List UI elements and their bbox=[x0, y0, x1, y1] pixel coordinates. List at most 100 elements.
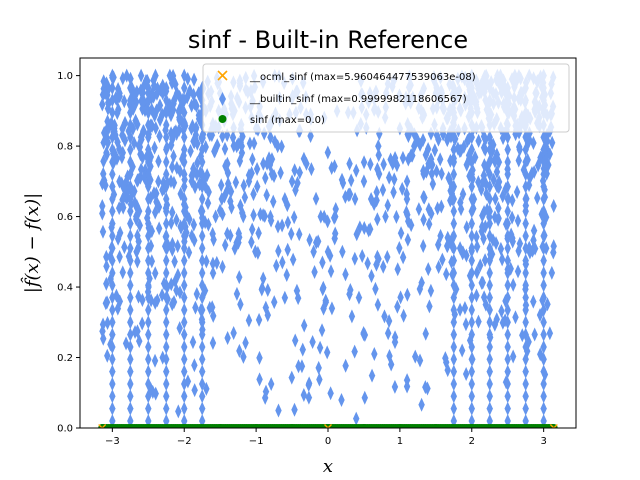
builtin-cloud-point bbox=[486, 167, 493, 182]
builtin-cloud-point bbox=[152, 386, 159, 401]
builtin-cloud-point bbox=[450, 302, 457, 317]
y-axis-label: |f̂(x) − f(x)| bbox=[20, 193, 43, 293]
builtin-cloud-point bbox=[384, 198, 391, 213]
builtin-sinf-point bbox=[303, 156, 310, 171]
builtin-cloud-point bbox=[103, 276, 110, 291]
builtin-cloud-point bbox=[459, 245, 467, 260]
builtin-cloud-point bbox=[163, 216, 170, 231]
builtin-sinf-point bbox=[331, 209, 339, 224]
builtin-cloud-point bbox=[209, 226, 216, 241]
builtin-cloud-point bbox=[504, 216, 511, 231]
builtin-cloud-point bbox=[219, 129, 226, 144]
builtin-cloud-point bbox=[199, 167, 206, 182]
builtin-cloud-point bbox=[351, 251, 359, 266]
builtin-cloud-point bbox=[236, 154, 244, 169]
builtin-cloud-point bbox=[291, 163, 298, 178]
builtin-sinf-point bbox=[375, 139, 382, 154]
builtin-cloud-point bbox=[173, 212, 180, 227]
builtin-cloud-point bbox=[504, 228, 511, 243]
builtin-cloud-point bbox=[209, 335, 217, 350]
builtin-cloud-point bbox=[450, 290, 457, 305]
builtin-cloud-point bbox=[238, 145, 246, 160]
builtin-cloud-point bbox=[468, 376, 475, 391]
builtin-cloud-point bbox=[208, 300, 216, 315]
builtin-cloud-point bbox=[136, 218, 143, 233]
builtin-cloud-point bbox=[168, 277, 175, 292]
builtin-cloud-point bbox=[540, 364, 547, 379]
builtin-cloud-point bbox=[133, 212, 140, 227]
builtin-sinf-point bbox=[411, 139, 418, 154]
builtin-cloud-point bbox=[145, 117, 152, 132]
builtin-cloud-point bbox=[169, 102, 177, 117]
builtin-cloud-point bbox=[169, 205, 176, 220]
builtin-cloud-point bbox=[145, 339, 152, 354]
builtin-cloud-point bbox=[181, 80, 188, 95]
builtin-cloud-point bbox=[368, 368, 376, 383]
x-axis-label: x bbox=[323, 456, 333, 477]
chart-title: sinf - Built-in Reference bbox=[188, 26, 468, 54]
builtin-cloud-point bbox=[540, 290, 547, 305]
builtin-cloud-point bbox=[127, 197, 135, 212]
builtin-cloud-point bbox=[543, 166, 550, 181]
builtin-cloud-point bbox=[163, 228, 170, 243]
builtin-cloud-point bbox=[509, 193, 516, 208]
builtin-sinf-point bbox=[145, 86, 152, 101]
builtin-cloud-point bbox=[375, 148, 382, 163]
builtin-cloud-point bbox=[156, 129, 163, 144]
builtin-cloud-point bbox=[473, 239, 481, 254]
sinf-point bbox=[359, 424, 368, 428]
builtin-cloud-point bbox=[236, 343, 243, 358]
legend: __ocml_sinf (max=5.960464477539063e-08) … bbox=[202, 63, 570, 133]
builtin-cloud-point bbox=[312, 191, 320, 206]
builtin-cloud-point bbox=[181, 204, 188, 219]
builtin-cloud-point bbox=[498, 304, 505, 319]
builtin-cloud-point bbox=[127, 241, 134, 256]
builtin-cloud-point bbox=[374, 162, 381, 177]
plot-area bbox=[79, 57, 577, 429]
builtin-cloud-point bbox=[181, 154, 188, 169]
builtin-cloud-point bbox=[540, 327, 547, 342]
builtin-cloud-point bbox=[513, 184, 521, 199]
builtin-cloud-point bbox=[486, 179, 493, 194]
builtin-cloud-point bbox=[99, 324, 106, 339]
builtin-cloud-point bbox=[145, 105, 152, 120]
builtin-cloud-point bbox=[508, 210, 516, 225]
builtin-cloud-point bbox=[418, 397, 425, 412]
builtin-cloud-point bbox=[373, 185, 380, 200]
builtin-cloud-point bbox=[145, 278, 152, 293]
builtin-cloud-point bbox=[224, 330, 231, 345]
builtin-cloud-point bbox=[514, 213, 522, 228]
builtin-cloud-point bbox=[127, 265, 134, 280]
builtin-cloud-point bbox=[134, 324, 141, 339]
builtin-cloud-point bbox=[121, 240, 128, 255]
builtin-cloud-point bbox=[397, 226, 405, 241]
builtin-cloud-point bbox=[256, 350, 263, 365]
builtin-cloud-point bbox=[245, 313, 253, 328]
builtin-cloud-point bbox=[163, 105, 170, 120]
builtin-cloud-point bbox=[468, 401, 475, 416]
builtin-cloud-point bbox=[316, 372, 323, 387]
builtin-cloud-point bbox=[185, 245, 193, 260]
builtin-cloud-point bbox=[522, 253, 529, 268]
builtin-cloud-point bbox=[522, 167, 529, 182]
builtin-cloud-point bbox=[368, 269, 375, 284]
builtin-cloud-point bbox=[504, 389, 511, 404]
builtin-cloud-point bbox=[486, 327, 493, 342]
builtin-cloud-point bbox=[319, 282, 326, 297]
builtin-cloud-point bbox=[394, 262, 401, 277]
builtin-cloud-point bbox=[211, 143, 219, 158]
builtin-cloud-point bbox=[181, 241, 188, 256]
builtin-cloud-point bbox=[109, 228, 116, 243]
builtin-cloud-point bbox=[540, 315, 547, 330]
builtin-cloud-point bbox=[178, 115, 186, 130]
builtin-cloud-point bbox=[433, 164, 440, 179]
builtin-cloud-point bbox=[145, 241, 152, 256]
builtin-cloud-point bbox=[347, 173, 355, 188]
builtin-cloud-point bbox=[384, 326, 392, 341]
builtin-cloud-point bbox=[114, 301, 122, 316]
builtin-cloud-point bbox=[427, 283, 435, 298]
builtin-cloud-point bbox=[151, 108, 158, 123]
builtin-cloud-point bbox=[355, 290, 363, 305]
builtin-cloud-point bbox=[124, 182, 132, 197]
builtin-cloud-point bbox=[412, 349, 419, 364]
